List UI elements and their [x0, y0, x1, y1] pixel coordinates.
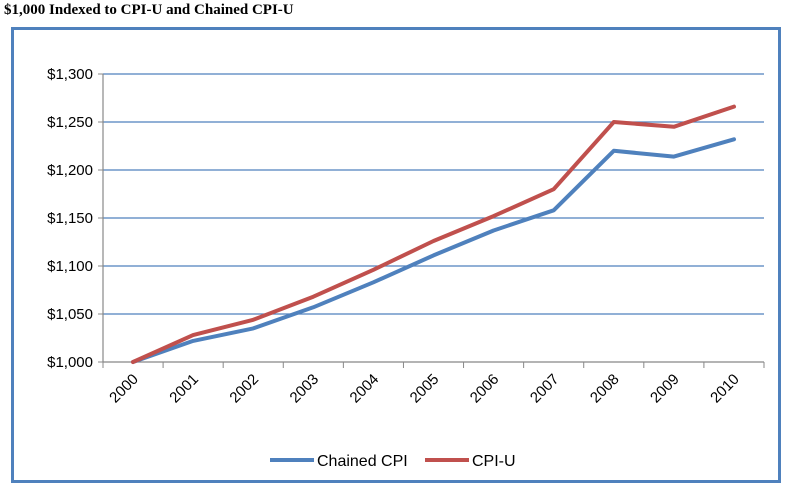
- y-axis-tick-labels: $1,000 $1,050 $1,100 $1,150 $1,200 $1,250 $1,3…: [47, 66, 93, 371]
- x-tick-label: 2007: [527, 371, 563, 407]
- series-line-cpi-u: [131, 104, 736, 364]
- x-tick-label: 2006: [467, 371, 503, 407]
- series-lines: [131, 104, 736, 364]
- gridlines: [103, 73, 764, 315]
- y-tick-label: $1,300: [47, 66, 93, 83]
- chart-frame: [11, 27, 781, 483]
- chart-title: $1,000 Indexed to CPI-U and Chained CPI-…: [4, 2, 294, 18]
- axes: [98, 73, 765, 368]
- y-tick-label: $1,150: [47, 210, 93, 227]
- legend-label: CPI-U: [472, 453, 516, 470]
- x-tick-label: 2009: [647, 371, 683, 407]
- legend-label: Chained CPI: [317, 453, 408, 470]
- x-tick-label: 2008: [587, 371, 623, 407]
- legend: Chained CPI CPI-U: [270, 453, 516, 470]
- x-tick-label: 2004: [347, 371, 383, 407]
- x-tick-label: 2001: [166, 371, 202, 407]
- y-tick-label: $1,200: [47, 162, 93, 179]
- y-tick-label: $1,050: [47, 306, 93, 323]
- x-tick-label: 2005: [407, 371, 443, 407]
- y-tick-label: $1,250: [47, 114, 93, 131]
- series-line-chained-cpi: [131, 137, 736, 364]
- x-tick-label: 2003: [287, 371, 323, 407]
- x-tick-label: 2002: [226, 371, 262, 407]
- y-tick-label: $1,000: [47, 354, 93, 371]
- y-tick-label: $1,100: [47, 258, 93, 275]
- x-axis-tick-labels: 2000 2001 2002 2003 2004 2005 2006 2007 2008 2009…: [106, 371, 743, 407]
- x-tick-label: 2000: [106, 371, 142, 407]
- x-tick-label: 2010: [707, 371, 743, 407]
